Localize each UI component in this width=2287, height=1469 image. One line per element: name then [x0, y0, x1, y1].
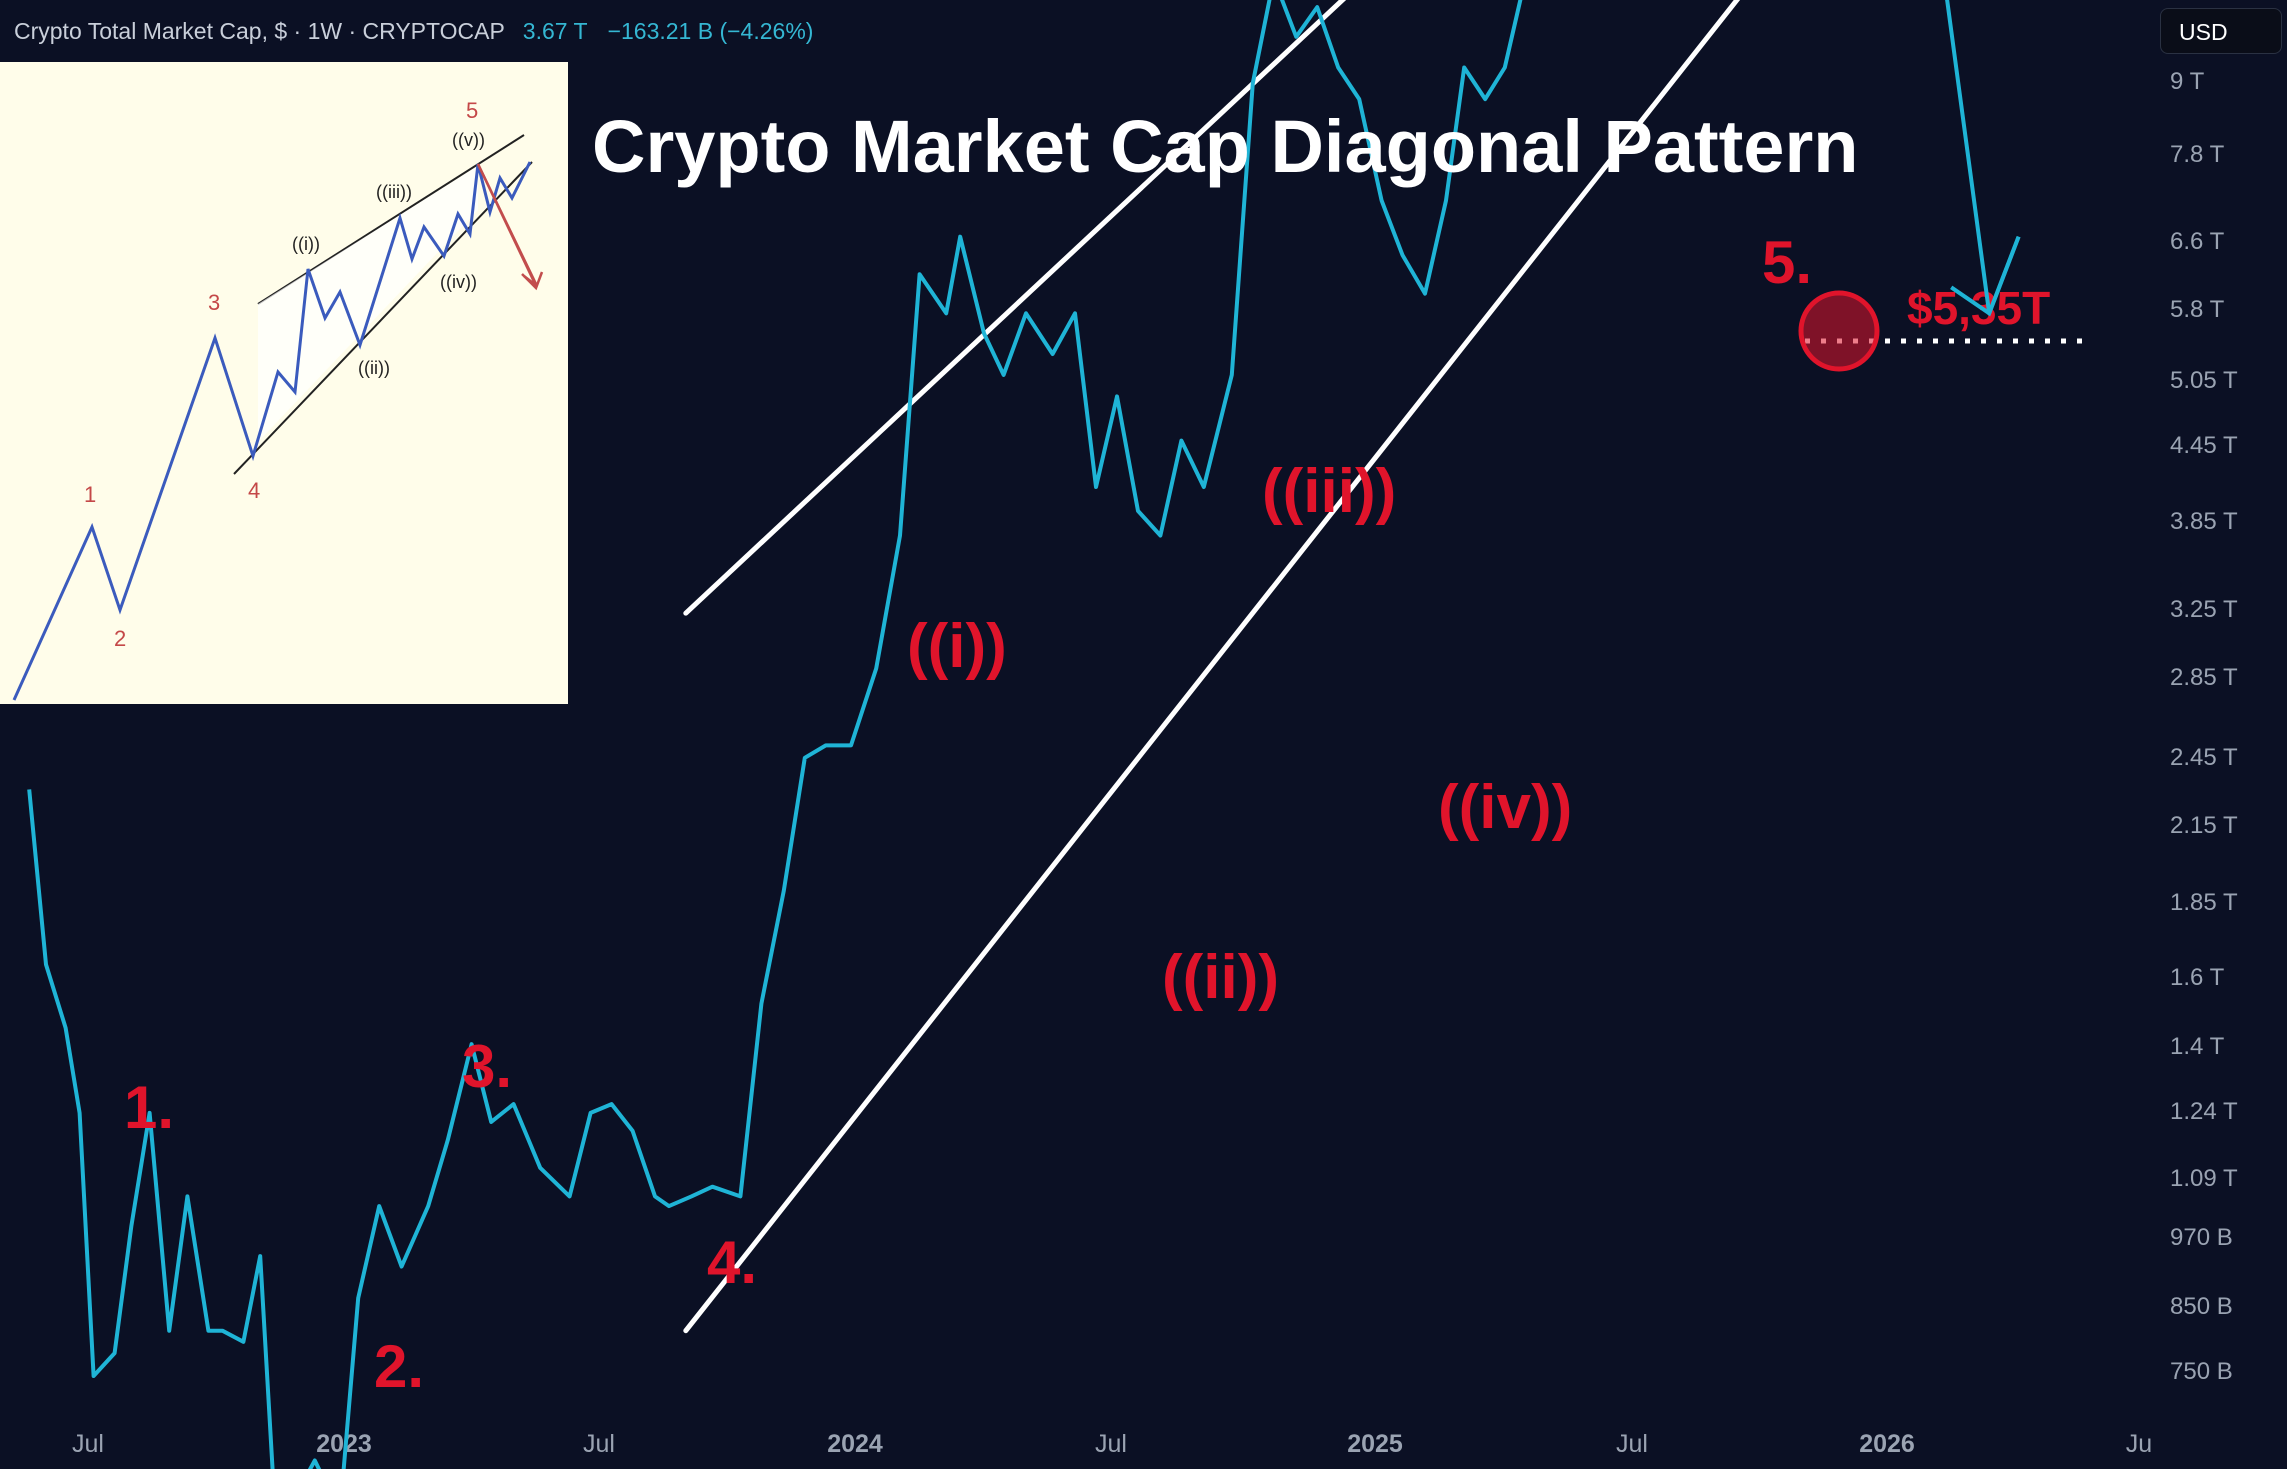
inset-label-iv: ((iv)) [440, 272, 477, 292]
price-series [27, 0, 2021, 1469]
x-tick-label: Jul [1616, 1430, 1648, 1458]
inset-label-v: ((v)) [452, 130, 485, 150]
y-tick-label: 1.85 T [2170, 889, 2238, 916]
inset-label-2: 2 [114, 626, 126, 651]
x-tick-label: 2024 [827, 1430, 883, 1458]
chart-header: Crypto Total Market Cap, $ · 1W · CRYPTO… [14, 18, 813, 45]
y-tick-label: 750 B [2170, 1358, 2233, 1385]
inset-upper-line [257, 134, 525, 305]
y-tick-label: 1.09 T [2170, 1165, 2238, 1192]
diagonal-channel [683, 0, 1741, 1334]
y-tick-label: 2.85 T [2170, 664, 2238, 691]
wave-label: ((i)) [907, 612, 1007, 681]
inset-channel-fill [258, 166, 478, 442]
inset-arrow-head [521, 271, 544, 291]
y-tick-label: 970 B [2170, 1224, 2233, 1251]
y-tick-label: 6.6 T [2170, 228, 2225, 255]
inset-label-iii: ((iii)) [376, 182, 412, 202]
wave-label: ((iii)) [1262, 457, 1396, 526]
resistance-marker: $5,35T [1798, 282, 2088, 372]
chart-title: Crypto Market Cap Diagonal Pattern [592, 105, 1859, 188]
elliott-wave-inset: 1 2 3 4 5 ((i)) ((ii)) ((iii)) ((iv)) ((… [0, 62, 568, 704]
x-tick-label: 2025 [1347, 1430, 1403, 1458]
inset-label-ii: ((ii)) [358, 358, 390, 378]
symbol-info[interactable]: Crypto Total Market Cap, $ · 1W · CRYPTO… [14, 18, 505, 44]
x-tick-label: Jul [72, 1430, 104, 1458]
channel-upper-line [683, 0, 1347, 616]
projection-arrowhead [1950, 235, 2021, 317]
wave-label: ((iv)) [1438, 773, 1572, 842]
inset-lower-line [233, 161, 533, 475]
y-tick-label: 9 T [2170, 68, 2205, 95]
y-tick-label: 7.8 T [2170, 141, 2225, 168]
y-tick-label: 1.24 T [2170, 1098, 2238, 1125]
inset-label-i: ((i)) [292, 234, 320, 254]
y-tick-label: 1.6 T [2170, 964, 2225, 991]
inset-wave-path [12, 161, 532, 701]
y-tick-label: 5.05 T [2170, 367, 2238, 394]
wave-label: ((ii)) [1162, 943, 1279, 1012]
inset-label-1: 1 [84, 482, 96, 507]
x-axis: Jul 2023 Jul 2024 Jul 2025 Jul 2026 Ju [72, 1430, 2152, 1458]
x-tick-label: Jul [583, 1430, 615, 1458]
currency-button[interactable]: USD [2160, 8, 2282, 54]
inset-diagram: 1 2 3 4 5 ((i)) ((ii)) ((iii)) ((iv)) ((… [12, 98, 544, 701]
x-tick-label: 2026 [1859, 1430, 1915, 1458]
inset-label-3: 3 [208, 290, 220, 315]
price-change: −163.21 B (−4.26%) [607, 18, 814, 44]
last-price: 3.67 T [522, 18, 588, 44]
wave-label: 2. [374, 1333, 424, 1400]
inset-projection-line [476, 163, 538, 287]
y-tick-label: 3.25 T [2170, 596, 2238, 623]
y-tick-label: 1.4 T [2170, 1033, 2225, 1060]
inset-label-5: 5 [466, 98, 478, 123]
y-tick-label: 850 B [2170, 1293, 2233, 1320]
top-target-circle [1798, 290, 1880, 372]
wave-labels: 1. 2. 3. 4. 5. ((i)) ((ii)) ((iii)) ((iv)) [124, 229, 1812, 1400]
inset-label-4: 4 [248, 478, 260, 503]
x-tick-label: Ju [2126, 1430, 2152, 1458]
wave-label: 4. [707, 1229, 757, 1296]
y-tick-label: 3.85 T [2170, 508, 2238, 535]
wave-label: 5. [1762, 229, 1812, 296]
y-tick-label: 4.45 T [2170, 432, 2238, 459]
y-tick-label: 5.8 T [2170, 296, 2225, 323]
y-tick-label: 2.45 T [2170, 744, 2238, 771]
channel-lower-line [683, 0, 1741, 1334]
price-line [27, 0, 1523, 1469]
y-axis: 9 T 7.8 T 6.6 T 5.8 T 5.05 T 4.45 T 3.85 T 3.25… [2170, 68, 2238, 1385]
y-tick-label: 2.15 T [2170, 812, 2238, 839]
wave-label: 3. [462, 1033, 512, 1100]
wave-label: 1. [124, 1074, 174, 1141]
x-tick-label: Jul [1095, 1430, 1127, 1458]
